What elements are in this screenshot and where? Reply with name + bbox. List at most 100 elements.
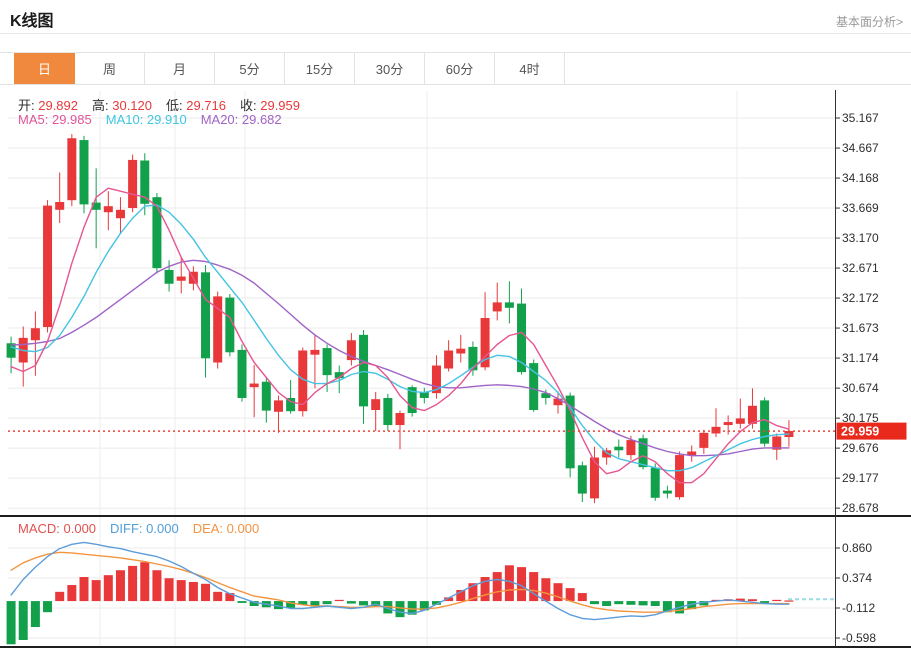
candle-body (213, 296, 223, 363)
title-divider (0, 33, 911, 34)
macd-hist-bar (492, 572, 502, 602)
macd-hist-bar (553, 583, 563, 602)
macd-hist-bar (687, 601, 697, 610)
macd-hist-bar (772, 599, 782, 602)
macd-hist-bar (334, 599, 344, 602)
candle-body (553, 398, 563, 406)
candle-body (176, 276, 186, 281)
candle-body (115, 209, 125, 219)
macd-hist-bar (79, 577, 89, 602)
macd-tick-label: -0.112 (842, 601, 875, 615)
macd-hist-bar (662, 601, 672, 613)
tab-4时[interactable]: 4时 (495, 53, 565, 84)
current-price-badge-label: 29.959 (841, 425, 879, 439)
macd-hist-bar (273, 601, 283, 610)
candle-body (298, 350, 308, 412)
macd-hist-bar (249, 601, 259, 607)
candle-body (6, 343, 16, 358)
quote-field: 收: 29.959 (240, 98, 300, 113)
ohlc-quote-row: 开: 29.892 高: 30.120 低: 29.716 收: 29.959 (18, 95, 314, 114)
candle-body (626, 440, 636, 456)
tab-60分[interactable]: 60分 (425, 53, 495, 84)
candle-body (103, 206, 113, 213)
ma-legend-item: MA5: 29.985 (18, 112, 92, 127)
tab-月[interactable]: 月 (145, 53, 215, 84)
fundamental-analysis-link[interactable]: 基本面分析> (835, 15, 903, 29)
macd-hist-bar (322, 601, 332, 605)
macd-tick-label: -0.598 (842, 631, 876, 645)
macd-hist-bar (760, 601, 770, 604)
current-price-badge (836, 422, 907, 440)
macd-hist-bar (480, 577, 490, 602)
candle-body (687, 451, 697, 456)
macd-hist-bar (504, 565, 514, 602)
price-tick-label: 32.671 (842, 261, 879, 275)
macd-hist-bar (747, 599, 757, 602)
candle-body (395, 413, 405, 426)
candle-body (492, 302, 502, 312)
price-tick-label: 28.678 (842, 501, 879, 515)
ma20-line (10, 259, 790, 457)
macd-hist-bar (310, 601, 320, 607)
macd-tick-label: 0.374 (842, 571, 872, 585)
candle-body (480, 318, 490, 368)
candle-body (371, 399, 381, 411)
macd-hist-bar (577, 593, 587, 602)
macd-hist-bar (419, 601, 429, 611)
candle-body (662, 490, 672, 494)
macd-hist-bar (43, 601, 53, 613)
macd-hist-bar (103, 575, 113, 602)
macd-hist-bar (128, 565, 138, 602)
macd-hist-bar (650, 601, 660, 607)
candle-body (261, 381, 271, 411)
tab-日[interactable]: 日 (14, 53, 75, 84)
candle-body (577, 465, 587, 494)
candle-body (128, 159, 138, 208)
candle-body (419, 391, 429, 398)
price-tick-label: 29.177 (842, 471, 879, 485)
candle-body (602, 450, 612, 458)
macd-hist-bar (431, 601, 441, 605)
candle-body (152, 197, 162, 269)
candle-body (30, 328, 40, 341)
candle-body (164, 269, 174, 284)
quote-field: 开: 29.892 (18, 98, 78, 113)
candle-body (735, 418, 745, 424)
ma10-line (10, 204, 790, 472)
candle-body (334, 372, 344, 379)
price-tick-label: 35.167 (842, 111, 879, 125)
macd-hist-bar (140, 562, 150, 602)
macd-legend-row: MACD: 0.000 DIFF: 0.000 DEA: 0.000 (18, 521, 273, 536)
macd-hist-bar (213, 591, 223, 602)
macd-hist-bar (225, 593, 235, 602)
candle-body (286, 397, 296, 412)
macd-hist-bar (6, 601, 16, 645)
macd-hist-bar (407, 601, 417, 615)
macd-hist-bar (18, 601, 28, 640)
tab-周[interactable]: 周 (75, 53, 145, 84)
candle-body (589, 457, 599, 499)
tab-5分[interactable]: 5分 (215, 53, 285, 84)
macd-hist-bar (237, 601, 247, 603)
candle-body (43, 205, 53, 328)
candle-body (675, 455, 685, 498)
price-tick-label: 34.667 (842, 141, 879, 155)
timeframe-tabbar: 日周月 5分 15分 30分 60分 4时 (0, 52, 911, 85)
quote-field: 低: 29.716 (166, 98, 226, 113)
price-tick-label: 30.175 (842, 411, 879, 425)
macd-hist-bar (638, 601, 648, 606)
candle-body (249, 383, 259, 388)
page-title: K线图 (10, 13, 54, 30)
ma-legend-item: MA20: 29.682 (200, 112, 282, 127)
candle-body (614, 446, 624, 451)
price-tick-label: 33.170 (842, 231, 879, 245)
candle-body (638, 438, 648, 468)
macd-legend-item: DEA: 0.000 (192, 521, 260, 536)
tab-15分[interactable]: 15分 (285, 53, 355, 84)
ma-legend-item: MA10: 29.910 (105, 112, 187, 127)
candle-body (711, 426, 721, 434)
tab-30分[interactable]: 30分 (355, 53, 425, 84)
candle-body (407, 387, 417, 414)
macd-hist-bar (346, 601, 356, 604)
